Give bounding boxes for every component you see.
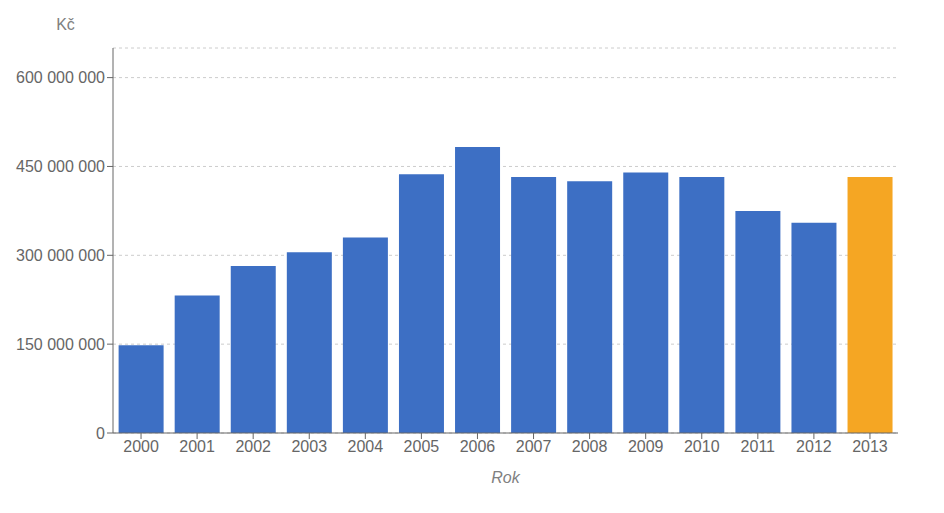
- svg-text:2004: 2004: [348, 438, 384, 455]
- svg-text:2008: 2008: [572, 438, 608, 455]
- svg-text:Kč: Kč: [56, 16, 75, 33]
- svg-text:600 000 000: 600 000 000: [16, 69, 105, 86]
- svg-text:150 000 000: 150 000 000: [16, 336, 105, 353]
- svg-text:2006: 2006: [460, 438, 496, 455]
- svg-text:Rok: Rok: [491, 469, 520, 486]
- svg-text:2001: 2001: [179, 438, 215, 455]
- svg-text:2013: 2013: [852, 438, 888, 455]
- svg-text:2009: 2009: [628, 438, 664, 455]
- svg-text:2012: 2012: [796, 438, 832, 455]
- svg-text:2002: 2002: [235, 438, 271, 455]
- svg-text:2010: 2010: [684, 438, 720, 455]
- svg-text:300 000 000: 300 000 000: [16, 247, 105, 264]
- svg-text:2003: 2003: [291, 438, 327, 455]
- svg-text:0: 0: [96, 425, 105, 442]
- svg-text:2007: 2007: [516, 438, 552, 455]
- svg-text:450 000 000: 450 000 000: [16, 158, 105, 175]
- svg-text:2011: 2011: [741, 438, 776, 455]
- svg-text:2005: 2005: [404, 438, 440, 455]
- svg-text:2000: 2000: [123, 438, 159, 455]
